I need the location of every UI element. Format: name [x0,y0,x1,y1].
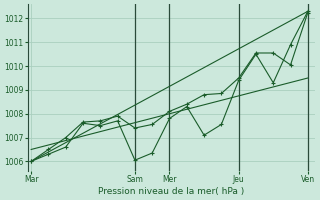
X-axis label: Pression niveau de la mer( hPa ): Pression niveau de la mer( hPa ) [98,187,244,196]
